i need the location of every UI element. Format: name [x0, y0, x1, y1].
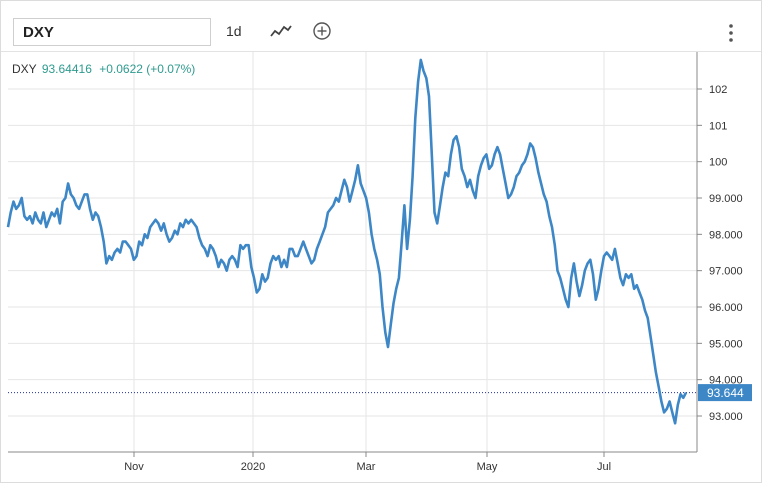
- y-tick-label: 99.000: [709, 193, 743, 205]
- plus-circle-icon: [313, 22, 331, 40]
- y-tick-label: 101: [709, 120, 727, 132]
- x-tick-label: 2020: [241, 461, 265, 473]
- legend-change: +0.0622 (+0.07%): [99, 62, 196, 76]
- y-tick-label: 95.000: [709, 338, 743, 350]
- x-tick-label: Nov: [124, 461, 144, 473]
- last-price-badge: [698, 384, 752, 402]
- y-tick-label: 94.000: [709, 375, 743, 387]
- x-tick-label: May: [477, 461, 498, 473]
- y-tick-label: 98.000: [709, 229, 743, 241]
- chart-legend: DXY 93.64416 +0.0622 (+0.07%): [12, 62, 195, 76]
- grid-lines: [8, 52, 697, 452]
- symbol-input[interactable]: DXY: [13, 18, 211, 46]
- chart-type-button[interactable]: [269, 21, 293, 41]
- x-tick-label: Mar: [357, 461, 376, 473]
- y-tick-label: 102: [709, 84, 727, 96]
- x-axis-ticks: Nov 2020 Mar May Jul: [124, 452, 611, 473]
- interval-selector[interactable]: 1d: [226, 23, 242, 39]
- y-tick-label: 97.000: [709, 266, 743, 278]
- chart-toolbar: DXY 1d: [1, 1, 761, 52]
- chart-menu-button[interactable]: [723, 21, 739, 45]
- y-axis-ticks: 93.000 94.000 95.000 96.000 97.000 98.000 99.0…: [697, 84, 743, 423]
- x-tick-label: Jul: [597, 461, 611, 473]
- y-tick-label: 100: [709, 157, 727, 169]
- line-chart-icon: [270, 25, 292, 37]
- last-price-label: 93.644: [707, 386, 744, 400]
- vertical-dots-icon: [729, 24, 733, 42]
- series-line-dxy: [6, 58, 688, 425]
- add-indicator-button[interactable]: [312, 21, 332, 41]
- y-tick-label: 93.000: [709, 411, 743, 423]
- legend-symbol: DXY: [12, 62, 37, 76]
- y-tick-label: 96.000: [709, 302, 743, 314]
- legend-value: 93.64416: [41, 62, 92, 76]
